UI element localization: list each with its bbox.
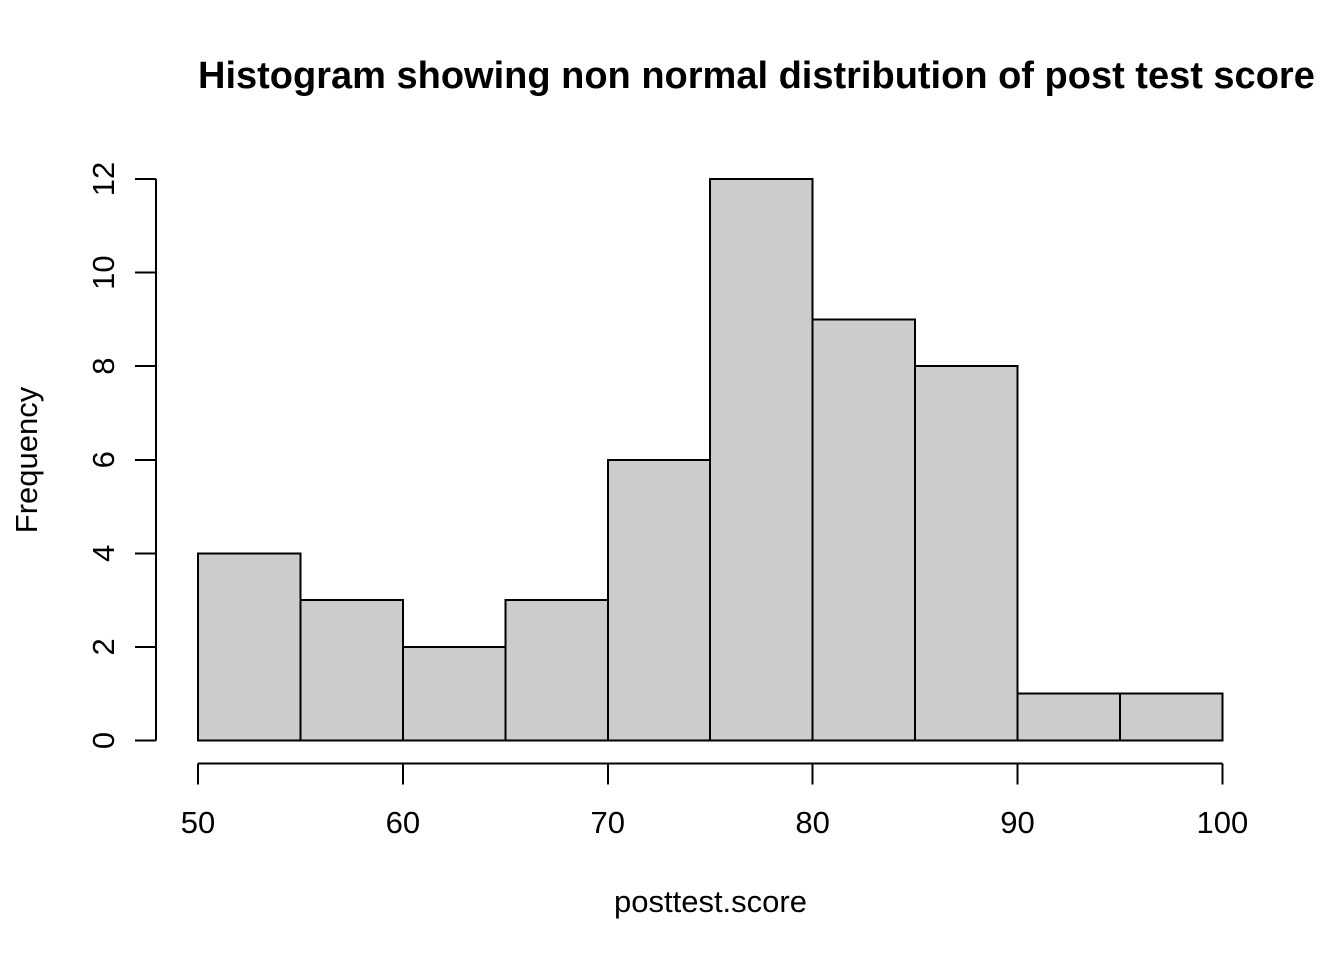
x-tick-label: 50 [181, 805, 215, 840]
y-tick-label: 0 [86, 732, 121, 749]
histogram-bar [811, 318, 917, 742]
x-axis-label: posttest.score [614, 884, 807, 919]
histogram-bar [504, 599, 609, 742]
chart-title: Histogram showing non normal distributio… [198, 55, 1315, 97]
histogram-bar [709, 178, 814, 742]
y-tick-label: 6 [86, 451, 121, 468]
y-tick-label: 8 [86, 358, 121, 375]
histogram-bar [401, 645, 507, 742]
x-tick-label: 80 [795, 805, 829, 840]
y-tick-label: 12 [86, 162, 121, 196]
x-tick-label: 70 [591, 805, 625, 840]
x-tick-label: 60 [386, 805, 420, 840]
x-tick-label: 90 [1000, 805, 1034, 840]
histogram-bar [197, 552, 302, 742]
y-tick-label: 10 [86, 255, 121, 289]
histogram-bar [1016, 692, 1121, 742]
x-tick-label: 100 [1197, 805, 1249, 840]
histogram-bar [914, 365, 1019, 742]
histogram-bar [606, 458, 712, 742]
y-tick-label: 4 [86, 545, 121, 562]
y-tick-label: 2 [86, 638, 121, 655]
histogram-bar [299, 599, 404, 742]
histogram-bar [1118, 692, 1224, 742]
